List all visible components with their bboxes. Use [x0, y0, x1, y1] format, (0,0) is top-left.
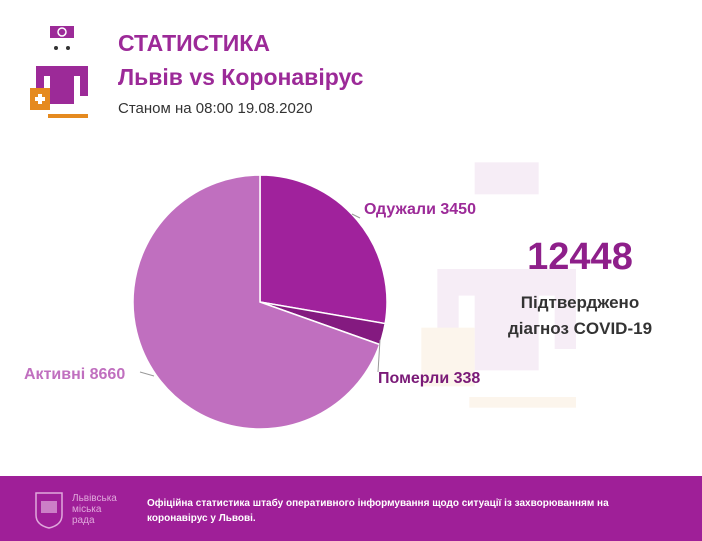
date-stamp: Станом на 08:00 19.08.2020 [118, 100, 313, 117]
total-confirmed: 12448 [527, 236, 633, 278]
slice-label-deaths: Померли 338 [378, 370, 481, 387]
doctor-logo-icon [30, 26, 88, 118]
doctor-watermark-icon [421, 162, 576, 408]
slice-label-recovered: Одужали 3450 [364, 201, 476, 218]
total-label-line1: Підтверджено [520, 293, 640, 312]
pie-chart [132, 174, 388, 430]
footer: Львівська міська рада Офіційна статистик… [0, 476, 702, 541]
leader-line [139, 371, 155, 377]
page-subtitle: Львів vs Коронавірус [118, 64, 364, 90]
footer-text: Офіційна статистика штабу оперативного і… [147, 498, 609, 524]
leader-line [377, 339, 381, 373]
council-line: міська [72, 504, 102, 515]
council-line: Львівська [72, 493, 117, 504]
city-crest-icon [35, 492, 63, 529]
page-title: СТАТИСТИКА [118, 30, 270, 56]
council-line: рада [72, 515, 95, 526]
total-label: Підтверджено діагноз COVID-19 [490, 290, 670, 342]
pie-slice-active [132, 174, 381, 430]
city-council-name: Львівська міська рада [72, 493, 117, 526]
slice-label-active: Активні 8660 [24, 366, 126, 383]
leader-line [351, 213, 361, 219]
pie-slice-recovered [259, 174, 388, 325]
total-label-line2: діагноз COVID-19 [507, 319, 653, 338]
